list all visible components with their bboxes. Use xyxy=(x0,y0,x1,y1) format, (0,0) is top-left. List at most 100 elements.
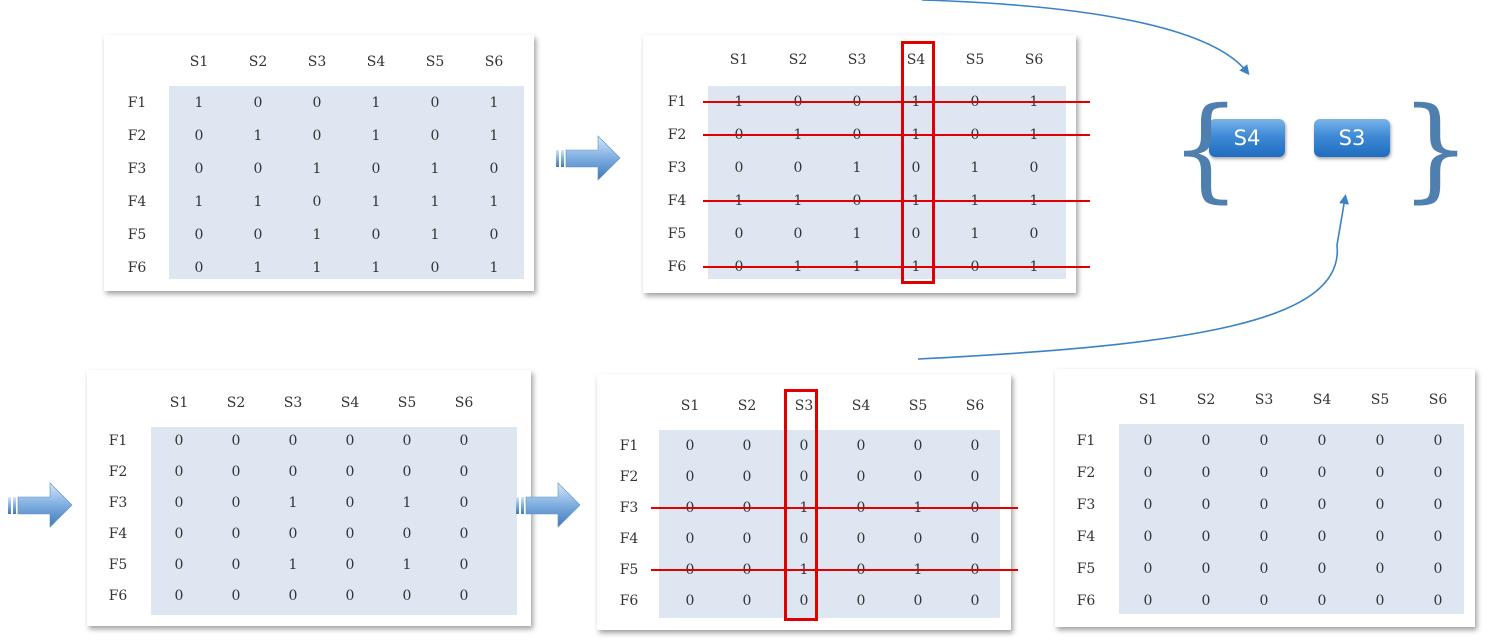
matrix-cell: 0 xyxy=(1375,497,1385,513)
matrix-cell: 1 xyxy=(194,194,204,210)
matrix-cell: 1 xyxy=(852,160,862,176)
column-header: S6 xyxy=(965,398,985,414)
column-header: S2 xyxy=(248,54,268,70)
matrix-cell: 0 xyxy=(430,95,440,111)
matrix-cell: 1 xyxy=(852,226,862,242)
matrix-cell: 0 xyxy=(1433,497,1443,513)
matrix-cell-area xyxy=(708,86,1066,279)
matrix-cell: 0 xyxy=(970,469,980,485)
matrix-cell: 0 xyxy=(1317,593,1327,609)
matrix-cell: 0 xyxy=(1143,593,1153,609)
column-header: S1 xyxy=(729,52,749,68)
matrix-cell: 0 xyxy=(913,438,923,454)
matrix-cell: 0 xyxy=(856,469,866,485)
strike-line xyxy=(703,101,1090,103)
matrix-cell: 0 xyxy=(194,161,204,177)
matrix-cell: 0 xyxy=(742,531,752,547)
matrix-cell: 0 xyxy=(913,469,923,485)
matrix-cell: 0 xyxy=(231,433,241,449)
matrix-cell: 0 xyxy=(288,588,298,604)
matrix-cell: 0 xyxy=(1317,497,1327,513)
matrix-cell: 0 xyxy=(1433,593,1443,609)
matrix-cell: 0 xyxy=(911,160,921,176)
matrix-cell: 1 xyxy=(430,194,440,210)
matrix-cell: 0 xyxy=(489,227,499,243)
row-label: F1 xyxy=(1076,433,1096,449)
strike-line xyxy=(703,134,1090,136)
matrix-cell: 1 xyxy=(489,194,499,210)
matrix-cell: 0 xyxy=(288,433,298,449)
matrix-cell-area xyxy=(659,430,1000,618)
matrix-cell: 0 xyxy=(1433,561,1443,577)
matrix-cell: 0 xyxy=(742,469,752,485)
matrix-cell: 1 xyxy=(194,95,204,111)
matrix-cell: 0 xyxy=(1143,497,1153,513)
matrix-cell: 0 xyxy=(1259,497,1269,513)
matrix-cell: 0 xyxy=(734,160,744,176)
matrix-cell: 1 xyxy=(312,161,322,177)
column-header: S5 xyxy=(397,395,417,411)
matrix-cell: 0 xyxy=(1143,465,1153,481)
matrix-cell: 0 xyxy=(1259,561,1269,577)
row-label: F2 xyxy=(127,128,147,144)
column-header: S1 xyxy=(1138,392,1158,408)
row-label: F3 xyxy=(667,160,687,176)
matrix-cell: 1 xyxy=(371,95,381,111)
matrix-cell: 0 xyxy=(371,227,381,243)
row-label: F2 xyxy=(1076,465,1096,481)
matrix-cell: 0 xyxy=(459,433,469,449)
column-header: S3 xyxy=(847,52,867,68)
column-header: S5 xyxy=(908,398,928,414)
block-arrow-1 xyxy=(556,135,621,181)
matrix-cell: 1 xyxy=(288,495,298,511)
matrix-cell: 0 xyxy=(430,260,440,276)
matrix-cell: 0 xyxy=(194,260,204,276)
row-label: F6 xyxy=(619,593,639,609)
matrix-cell: 0 xyxy=(459,557,469,573)
matrix-cell-area xyxy=(151,427,517,615)
matrix-cell: 0 xyxy=(685,438,695,454)
row-label: F4 xyxy=(619,531,639,547)
matrix-cell: 0 xyxy=(402,526,412,542)
column-header: S4 xyxy=(851,398,871,414)
strike-line xyxy=(651,507,1018,509)
matrix-cell: 1 xyxy=(402,557,412,573)
matrix-cell: 0 xyxy=(489,161,499,177)
matrix-cell: 0 xyxy=(345,526,355,542)
matrix-cell: 0 xyxy=(1259,465,1269,481)
matrix-cell: 1 xyxy=(489,95,499,111)
matrix-cell: 0 xyxy=(231,526,241,542)
row-label: F2 xyxy=(667,127,687,143)
matrix-cell: 0 xyxy=(402,433,412,449)
column-header: S1 xyxy=(680,398,700,414)
matrix-cell: 0 xyxy=(231,495,241,511)
matrix-cell: 0 xyxy=(1375,529,1385,545)
matrix-cell: 0 xyxy=(231,464,241,480)
row-label: F2 xyxy=(108,464,128,480)
column-header: S2 xyxy=(737,398,757,414)
matrix-cell: 0 xyxy=(799,469,809,485)
matrix-cell: 0 xyxy=(1029,226,1039,242)
selected-column-box xyxy=(784,389,818,621)
matrix-cell: 0 xyxy=(345,464,355,480)
matrix-cell: 1 xyxy=(970,226,980,242)
matrix-cell: 0 xyxy=(1259,433,1269,449)
column-header: S6 xyxy=(454,395,474,411)
matrix-cell: 0 xyxy=(970,438,980,454)
column-header: S2 xyxy=(226,395,246,411)
matrix-cell: 0 xyxy=(970,593,980,609)
matrix-cell: 0 xyxy=(799,531,809,547)
matrix-cell: 0 xyxy=(742,593,752,609)
column-header: S3 xyxy=(307,54,327,70)
matrix-cell: 0 xyxy=(1259,529,1269,545)
matrix-cell: 0 xyxy=(312,95,322,111)
matrix-cell: 0 xyxy=(1375,593,1385,609)
matrix-cell: 0 xyxy=(1201,561,1211,577)
matrix-cell: 0 xyxy=(742,438,752,454)
matrix-panel-final: S1 S2 S3 S4 S5 S6 F1 0 0 0 0 0 0 F2 0 0 0 0 0 0 F3 0 0 0 0 0 0 F4 0 0… xyxy=(1055,369,1475,627)
matrix-cell: 0 xyxy=(856,531,866,547)
row-label: F5 xyxy=(619,562,639,578)
strike-line xyxy=(703,200,1090,202)
matrix-cell: 0 xyxy=(253,227,263,243)
row-label: F3 xyxy=(127,161,147,177)
